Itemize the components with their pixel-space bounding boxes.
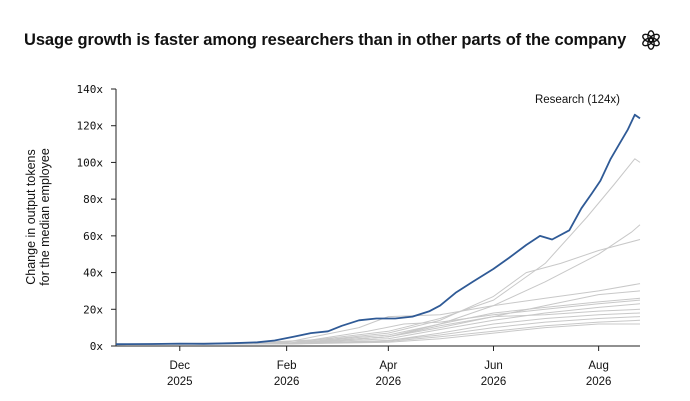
x-axis-ticks: Dec 2025 Feb 2026 Apr 2026 Jun 2026 Aug 2026 <box>167 346 611 388</box>
y-tick-label: 60x <box>83 230 103 243</box>
x-tick-month: Jun <box>484 360 503 372</box>
series-line-other <box>115 239 641 345</box>
x-tick-month: Apr <box>379 360 397 372</box>
y-axis-ticks: 0x 20x 40x 60x 80x 100x 120x 140x <box>77 83 116 353</box>
axes <box>115 89 640 347</box>
y-tick-label: 140x <box>77 83 104 96</box>
y-tick-label: 40x <box>83 267 103 280</box>
x-tick-year: 2026 <box>481 376 507 388</box>
x-tick-month: Feb <box>277 360 297 372</box>
chart-title: Usage growth is faster among researchers… <box>24 31 627 49</box>
research-annotation: Research (124x) <box>535 94 620 106</box>
x-tick-year: 2026 <box>586 376 612 388</box>
series-line-research <box>115 113 641 346</box>
series-line-other <box>115 303 641 345</box>
x-tick-year: 2026 <box>274 376 300 388</box>
y-tick-label: 20x <box>83 303 103 316</box>
openai-logo-icon <box>642 30 660 50</box>
y-tick-label: 0x <box>90 340 104 353</box>
x-tick-month: Aug <box>588 360 608 372</box>
y-tick-label: 120x <box>77 120 104 133</box>
series-line-other <box>115 308 641 345</box>
x-tick-year: 2025 <box>167 376 193 388</box>
research-series-line <box>115 113 641 346</box>
x-tick-year: 2026 <box>376 376 402 388</box>
series-line-other <box>115 323 640 345</box>
y-axis-label: Change in output tokens for the median em… <box>24 148 52 286</box>
y-tick-label: 100x <box>77 156 104 169</box>
y-tick-label: 80x <box>83 193 103 206</box>
other-series-lines <box>115 158 641 345</box>
y-axis-label-line: for the median employee <box>38 148 52 286</box>
series-line-other <box>115 299 641 345</box>
series-line-other <box>115 283 641 345</box>
series-line-other <box>115 158 641 345</box>
x-tick-month: Dec <box>170 360 191 372</box>
y-axis-label-line: Change in output tokens <box>24 149 38 285</box>
